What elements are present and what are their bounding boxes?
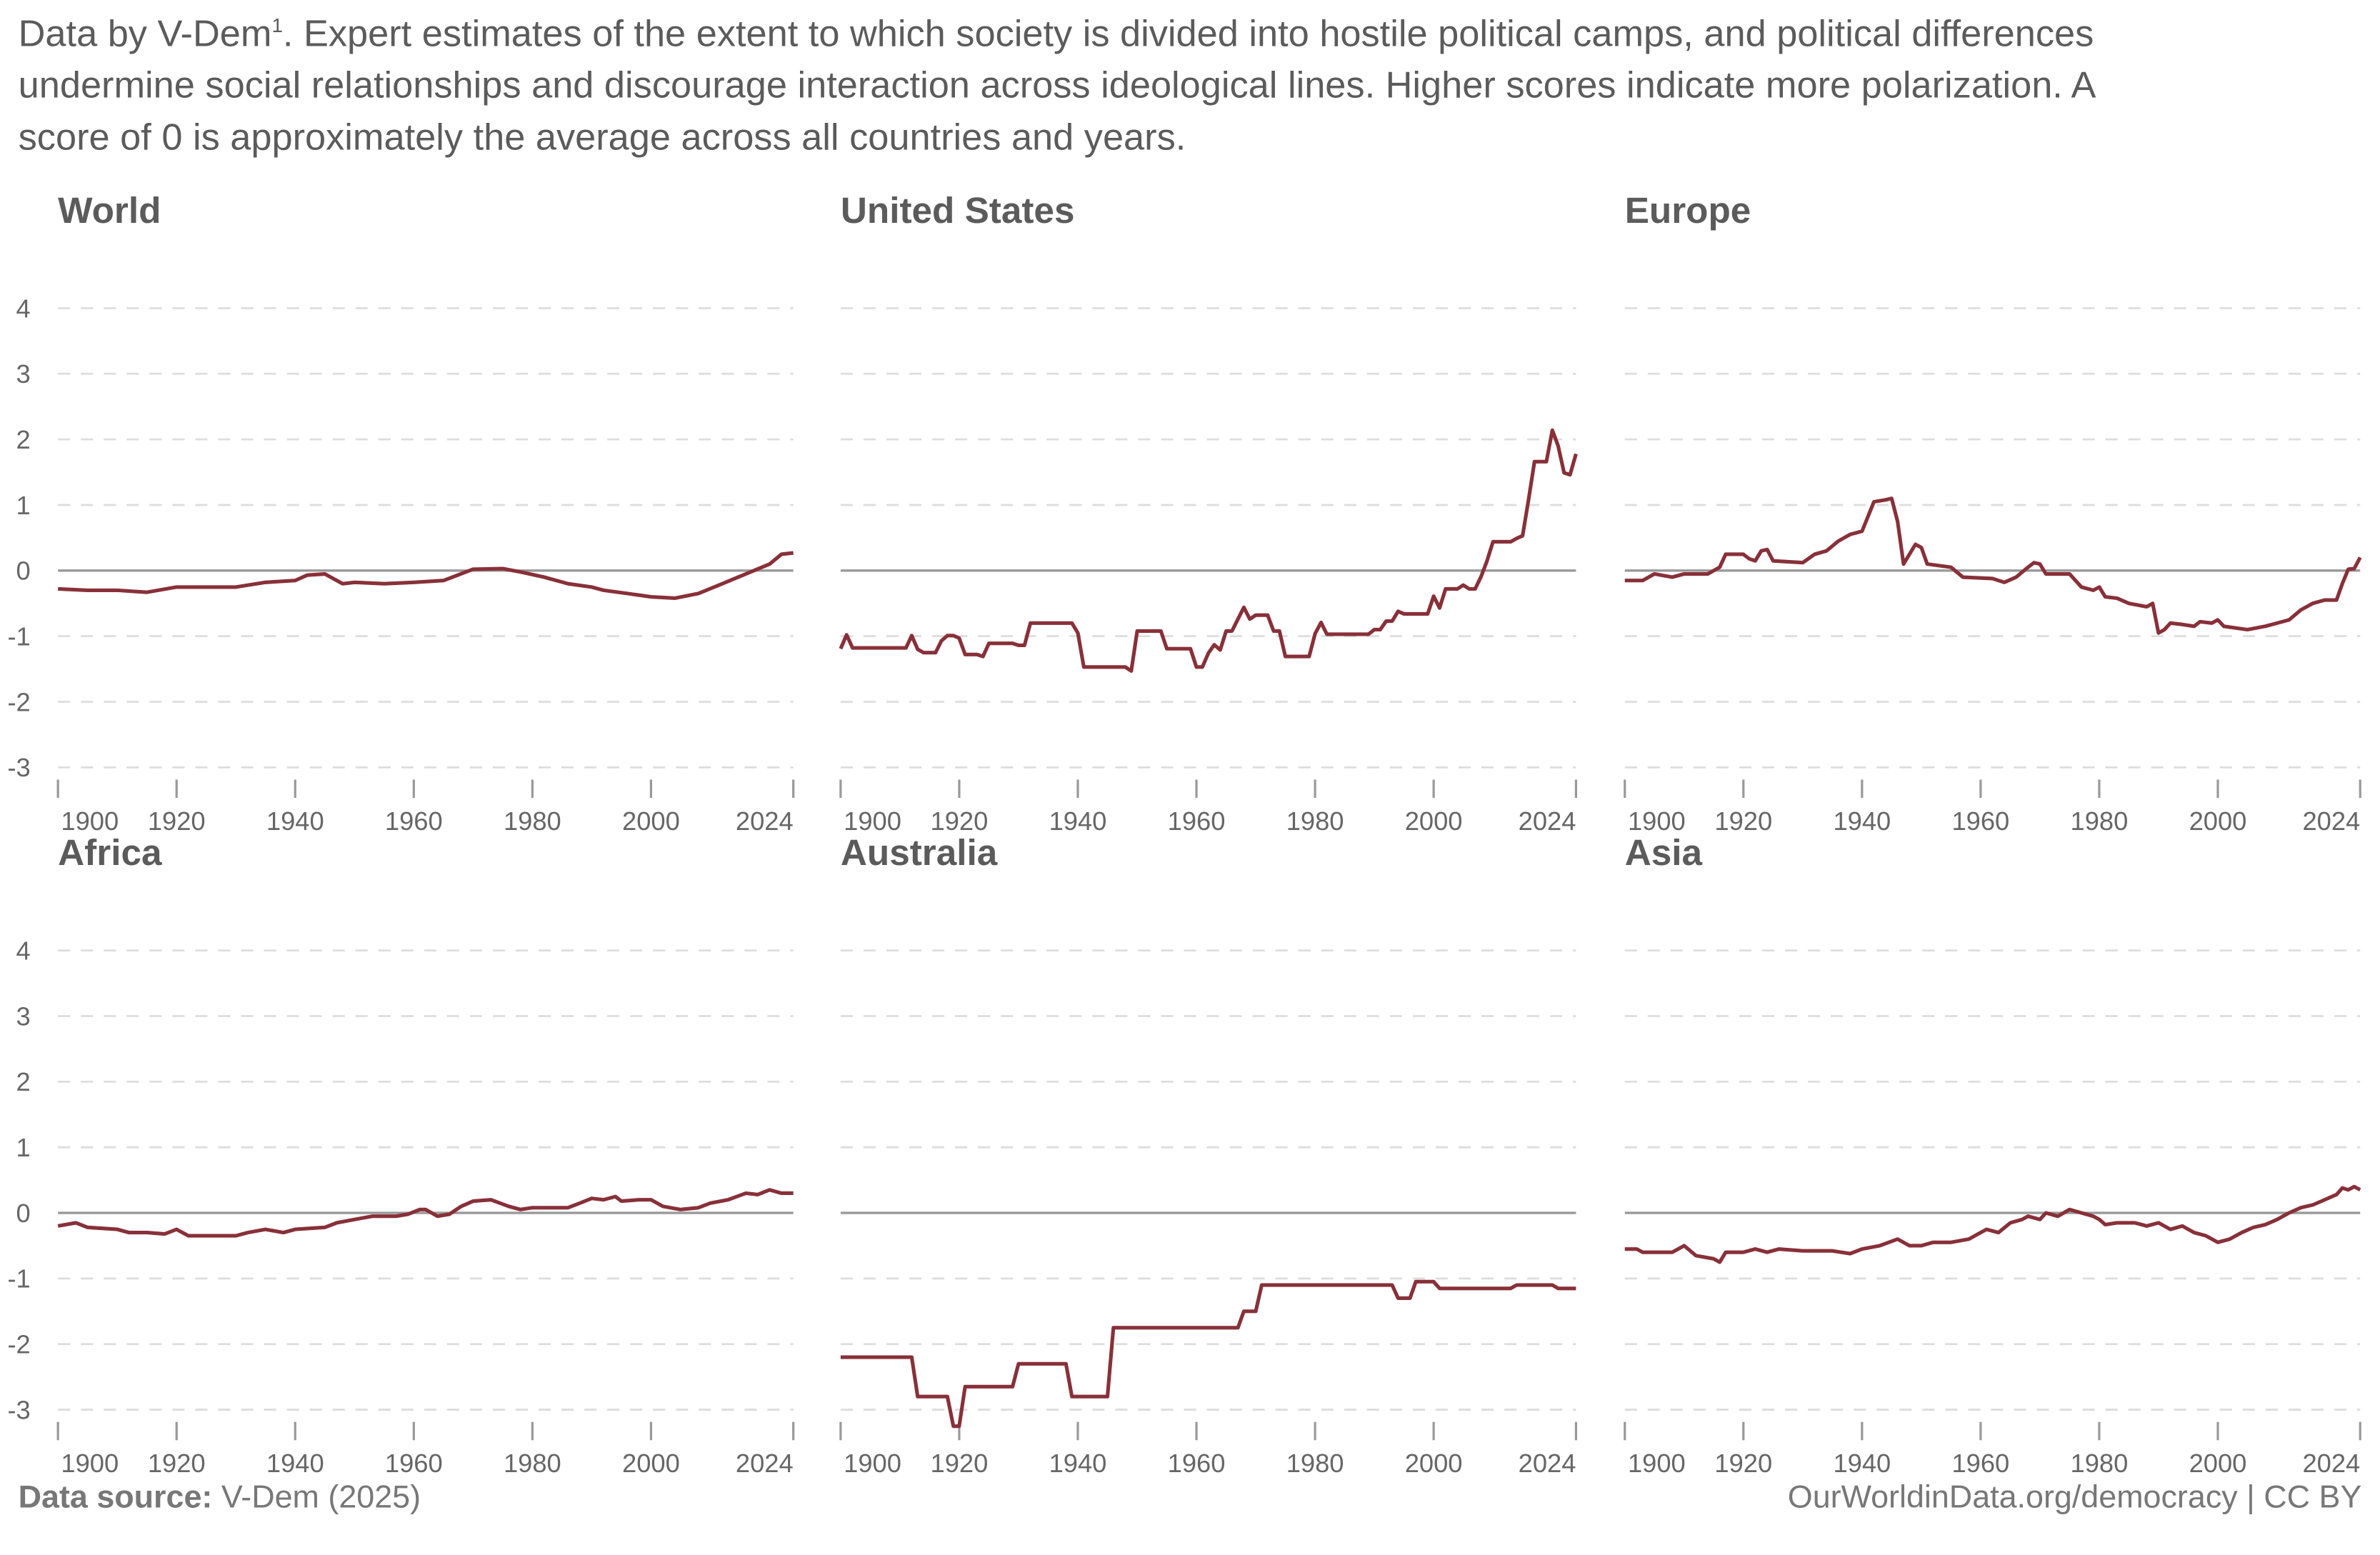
- panel-united-states: United States 1900 1920 1940 1960 1980 2000 202…: [839, 190, 1604, 836]
- x-tick-label: 1980: [504, 806, 561, 836]
- data-source-value[interactable]: V-Dem (2025): [221, 1479, 421, 1515]
- panel-plot: 1900 1920 1940 1960 1980 2000 2024: [839, 949, 1577, 1478]
- y-tick-label: 1: [16, 491, 31, 520]
- x-tick-label: 1960: [1168, 1449, 1226, 1478]
- x-tick-label: 1960: [385, 806, 443, 836]
- x-tick-label: 2024: [1519, 806, 1576, 836]
- x-tick-label: 1960: [1168, 806, 1226, 836]
- series-line[interactable]: [1624, 1184, 2361, 1264]
- x-tick-label: 2024: [736, 806, 794, 836]
- x-tick-label: 1940: [1833, 1449, 1891, 1478]
- y-tick-label: 3: [16, 359, 31, 389]
- panel-title: Europe: [1624, 190, 1751, 232]
- panel-title: United States: [840, 190, 1075, 232]
- data-source: Data source: V-Dem (2025): [19, 1480, 421, 1516]
- chart-subtitle: Data by V-Dem1. Expert estimates of the …: [19, 0, 2154, 165]
- data-source-label: Data source:: [18, 1479, 213, 1515]
- x-tick-label: 1920: [148, 1449, 206, 1478]
- x-tick-label: 1980: [2071, 806, 2129, 836]
- x-tick-label: 2024: [736, 1449, 794, 1478]
- x-tick-label: 2000: [1405, 1449, 1463, 1478]
- x-tick-label: 1900: [1628, 806, 1686, 836]
- series-line[interactable]: [58, 551, 794, 601]
- y-tick-label: -2: [7, 687, 30, 716]
- y-tick-label: 4: [16, 936, 31, 965]
- panel-title: Australia: [840, 833, 998, 874]
- y-tick-label: -3: [7, 753, 30, 782]
- panel-plot: 4 3 2 1 0 -1 -2 -3 1900 1920 1940 1960 1980 2000 2024: [7, 294, 795, 836]
- y-tick-label: 0: [16, 556, 31, 586]
- x-tick-label: 1980: [2071, 1449, 2129, 1478]
- y-tick-label: 2: [16, 425, 31, 454]
- x-tick-label: 2000: [622, 1449, 680, 1478]
- x-tick-label: 1900: [61, 1449, 119, 1478]
- y-tick-label: -1: [7, 621, 30, 651]
- y-tick-label: -3: [7, 1395, 30, 1424]
- footnote-marker[interactable]: 1: [271, 14, 283, 37]
- panel-africa: Africa 4 3 2 1 0 -1 -2 -3 1900 1920 1940 1960 1980 200…: [7, 833, 821, 1478]
- y-tick-label: 0: [16, 1199, 31, 1228]
- panel-title: Africa: [58, 833, 162, 874]
- x-tick-label: 2024: [1519, 1449, 1576, 1478]
- panel-plot: 1900 1920 1940 1960 1980 2000 2024: [839, 307, 1578, 836]
- panel-title: Asia: [1624, 833, 1703, 874]
- panel-europe: Europe 1900 1920 1940 1960 1980 2000 2024: [1624, 190, 2380, 836]
- x-tick-label: 2000: [622, 806, 680, 836]
- x-tick-label: 1940: [1833, 806, 1891, 836]
- y-tick-label: 3: [16, 1001, 31, 1031]
- x-tick-label: 1900: [1628, 1449, 1686, 1478]
- series-line[interactable]: [1624, 496, 2362, 635]
- y-tick-label: 2: [16, 1067, 31, 1096]
- x-tick-label: 1940: [266, 1449, 324, 1478]
- x-tick-label: 2024: [2302, 1449, 2360, 1478]
- license-link[interactable]: | CC BY: [2246, 1479, 2362, 1515]
- x-tick-label: 1900: [844, 1449, 901, 1478]
- x-tick-label: 1900: [61, 806, 119, 836]
- y-tick-label: -2: [7, 1330, 30, 1359]
- x-tick-label: 1940: [1049, 1449, 1107, 1478]
- subtitle-prefix: Data by V-Dem: [18, 14, 272, 56]
- x-tick-label: 1960: [385, 1449, 443, 1478]
- y-tick-label: 4: [16, 294, 31, 323]
- panel-world: World 4 3 2 1 0 -1 -2 -3 1900 1920 1940 1960 1980 2000…: [7, 190, 821, 836]
- panel-asia: Asia 1900 1920 1940 1960 1980 2000 2024: [1624, 833, 2380, 1478]
- x-tick-label: 2000: [1405, 806, 1463, 836]
- x-tick-label: 1920: [1714, 806, 1772, 836]
- footer-credit: OurWorldinData.org/democracy | CC BY: [1788, 1480, 2362, 1516]
- owid-link[interactable]: OurWorldinData.org/democracy: [1787, 1479, 2238, 1515]
- x-tick-label: 1920: [148, 806, 206, 836]
- x-tick-label: 1920: [931, 806, 989, 836]
- panel-plot: 1900 1920 1940 1960 1980 2000 2024: [1624, 949, 2361, 1478]
- panel-plot: 4 3 2 1 0 -1 -2 -3 1900 1920 1940 1960 1980 2000 2024: [7, 936, 795, 1478]
- subtitle-text: . Expert estimates of the extent to whic…: [18, 14, 2094, 159]
- y-tick-label: -1: [7, 1264, 30, 1294]
- x-tick-label: 1940: [266, 806, 324, 836]
- x-tick-label: 1940: [1049, 806, 1107, 836]
- x-tick-label: 1920: [931, 1449, 989, 1478]
- panel-plot: 1900 1920 1940 1960 1980 2000 2024: [1624, 307, 2362, 836]
- x-tick-label: 2000: [2189, 806, 2247, 836]
- series-line[interactable]: [57, 1188, 794, 1238]
- x-tick-label: 1960: [1952, 806, 2010, 836]
- x-tick-label: 2024: [2302, 806, 2360, 836]
- panel-title: World: [58, 190, 161, 232]
- panel-australia: Australia 1900 1920 1940 1960 1980 2000 2024: [839, 833, 1604, 1478]
- series-line[interactable]: [840, 1279, 1576, 1429]
- x-tick-label: 1920: [1714, 1449, 1772, 1478]
- x-tick-label: 1900: [844, 806, 901, 836]
- y-tick-label: 1: [16, 1133, 31, 1162]
- x-tick-label: 1980: [1286, 806, 1344, 836]
- x-tick-label: 2000: [2189, 1449, 2247, 1478]
- x-tick-label: 1980: [504, 1449, 561, 1478]
- x-tick-label: 1980: [1286, 1449, 1344, 1478]
- x-tick-label: 1960: [1952, 1449, 2010, 1478]
- series-line[interactable]: [839, 428, 1578, 673]
